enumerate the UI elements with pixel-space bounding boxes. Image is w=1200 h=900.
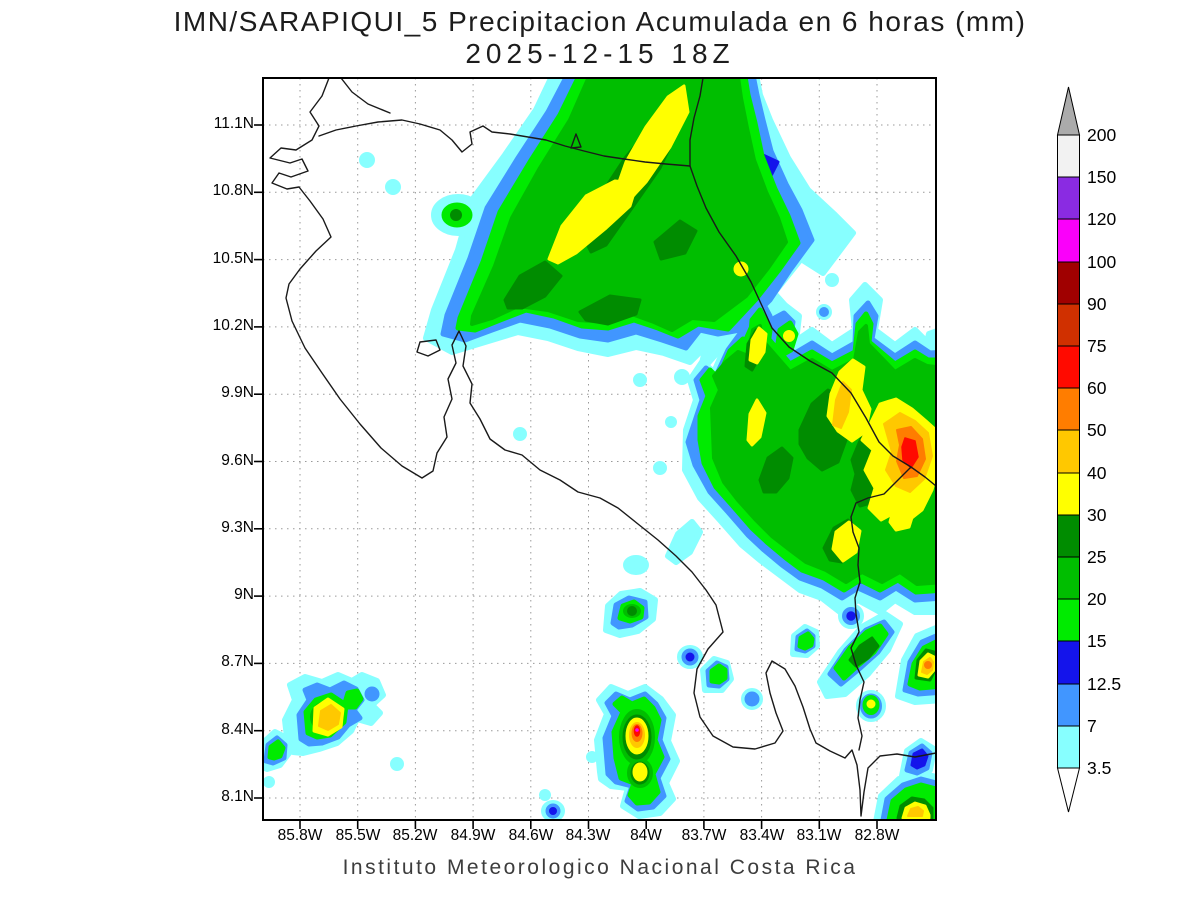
precip-layer-60mm (633, 437, 919, 737)
lat-tick-label: 9.9N (221, 384, 254, 401)
colorbar-label: 60 (1087, 378, 1107, 398)
lon-tick-label: 84W (630, 827, 662, 844)
colorbar-label: 200 (1087, 125, 1117, 145)
lat-tick-label: 9.6N (221, 452, 254, 469)
colorbar-label: 20 (1087, 589, 1107, 609)
lon-tick-label: 85.2W (392, 827, 438, 844)
lat-tick-label: 8.1N (221, 788, 254, 805)
lon-tick-label: 85.8W (277, 827, 323, 844)
map-title-line1: IMN/SARAPIQUI_5 Precipitacion Acumulada … (173, 6, 1027, 37)
colorbar-label: 12.5 (1087, 674, 1122, 694)
colorbar-label: 30 (1087, 505, 1107, 525)
lat-tick-label: 9.3N (221, 519, 254, 536)
axis-ticks (254, 124, 878, 829)
lat-tick-label: 10.2N (212, 317, 254, 334)
lat-tick-label: 8.4N (221, 721, 254, 738)
colorbar-label: 100 (1087, 252, 1117, 272)
lon-tick-label: 83.7W (681, 827, 727, 844)
coastline (269, 78, 936, 817)
colorbar-label: 40 (1087, 463, 1107, 483)
colorbar (1056, 86, 1081, 813)
lat-tick-label: 10.8N (212, 182, 254, 199)
colorbar-label: 90 (1087, 294, 1107, 314)
colorbar-over-arrow (1056, 86, 1081, 136)
colorbar-under-arrow (1056, 767, 1081, 813)
attribution-footer: Instituto Meteorologico Nacional Costa R… (342, 856, 858, 879)
lat-tick-label: 11.1N (213, 115, 254, 132)
lon-tick-label: 84.6W (508, 827, 554, 844)
map-canvas (254, 77, 937, 829)
colorbar-label: 50 (1087, 420, 1107, 440)
lat-tick-label: 9N (234, 586, 254, 603)
lon-tick-label: 84.9W (450, 827, 496, 844)
colorbar-label: 7 (1087, 716, 1097, 736)
map-title-line2: 2025-12-15 18Z (465, 38, 735, 69)
precip-layer-100mm (635, 728, 639, 732)
colorbar-label: 25 (1087, 547, 1107, 567)
lon-tick-label: 83.1W (796, 827, 842, 844)
lon-tick-label: 85.5W (335, 827, 381, 844)
plot-frame (262, 77, 937, 821)
colorbar-label: 3.5 (1087, 758, 1112, 778)
lon-tick-label: 84.3W (565, 827, 611, 844)
lon-tick-label: 83.4W (739, 827, 785, 844)
colorbar-label: 75 (1087, 336, 1107, 356)
lon-tick-label: 82.8W (854, 827, 900, 844)
colorbar-label: 120 (1087, 209, 1117, 229)
lat-tick-label: 10.5N (212, 250, 254, 267)
lat-tick-label: 8.7N (221, 653, 254, 670)
colorbar-label: 15 (1087, 631, 1107, 651)
colorbar-label: 150 (1087, 167, 1117, 187)
